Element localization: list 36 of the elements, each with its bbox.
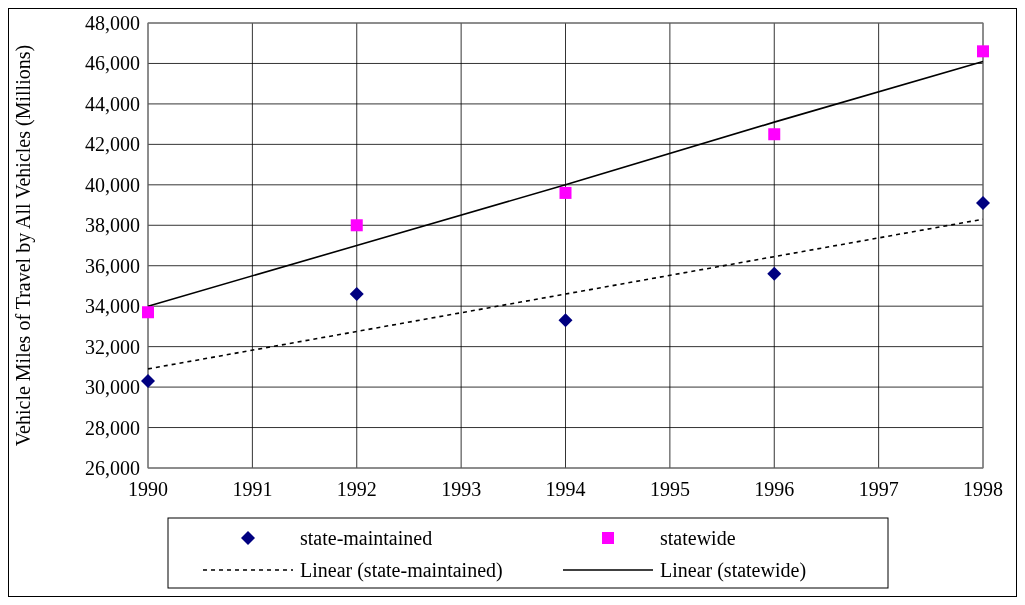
- y-tick-label: 34,000: [85, 295, 140, 318]
- point: [977, 45, 989, 58]
- y-tick-label: 42,000: [85, 133, 140, 156]
- point: [558, 313, 573, 328]
- legend-label: Linear (statewide): [660, 559, 807, 582]
- point: [559, 186, 572, 199]
- y-tick-label: 40,000: [85, 173, 140, 196]
- y-tick-label: 30,000: [85, 376, 140, 399]
- legend-label: state-maintained: [300, 527, 433, 549]
- x-tick-label: 1997: [858, 478, 899, 500]
- x-tick-label: 1995: [649, 478, 690, 500]
- y-tick-label: 46,000: [85, 52, 140, 75]
- y-tick-label: 32,000: [85, 335, 140, 358]
- x-tick-label: 1990: [128, 478, 168, 500]
- y-tick-label: 44,000: [85, 92, 140, 115]
- point: [141, 374, 155, 389]
- x-tick-label: 1994: [545, 478, 586, 500]
- point: [349, 287, 364, 302]
- x-tick-label: 1993: [441, 478, 482, 500]
- point: [976, 196, 990, 211]
- legend-label: Linear (state-maintained): [300, 559, 503, 582]
- point: [350, 219, 363, 232]
- point: [767, 266, 782, 281]
- legend-label: statewide: [660, 527, 736, 549]
- x-tick-label: 1991: [232, 478, 273, 500]
- y-tick-label: 36,000: [85, 254, 140, 277]
- y-tick-label: 38,000: [85, 214, 140, 237]
- x-tick-label: 1992: [336, 478, 377, 500]
- point: [768, 128, 781, 141]
- y-tick-label: 48,000: [85, 12, 140, 34]
- y-axis-title: Vehicle Miles of Travel by All Vehicles (Millions): [12, 44, 35, 447]
- y-tick-label: 26,000: [85, 457, 140, 479]
- y-tick-label: 28,000: [85, 416, 140, 439]
- point: [142, 306, 154, 319]
- x-tick-label: 1996: [754, 478, 795, 500]
- x-tick-label: 1998: [963, 478, 1003, 500]
